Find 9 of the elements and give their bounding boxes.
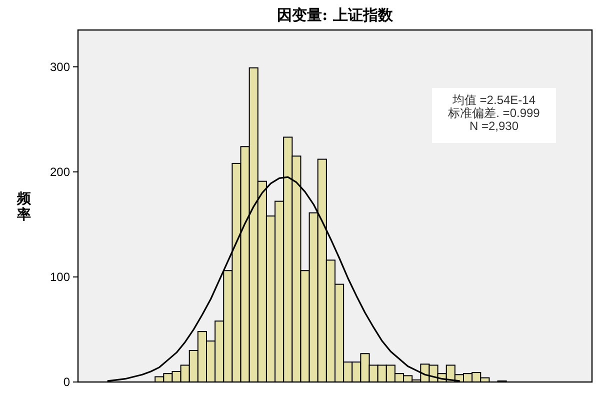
chart-title: 因变量: 上证指数: [277, 6, 394, 24]
annotation: N =2,930: [469, 119, 519, 133]
y-tick-label: 100: [50, 270, 70, 284]
y-tick-label: 200: [50, 164, 70, 179]
y-tick-label: 0: [63, 375, 70, 389]
y-axis-title: 频率: [16, 191, 32, 223]
annotation: 均值 =2.54E-14: [451, 93, 536, 107]
y-tick-label: 300: [50, 60, 70, 74]
annotation: 标准偏差. =0.999: [447, 106, 540, 120]
